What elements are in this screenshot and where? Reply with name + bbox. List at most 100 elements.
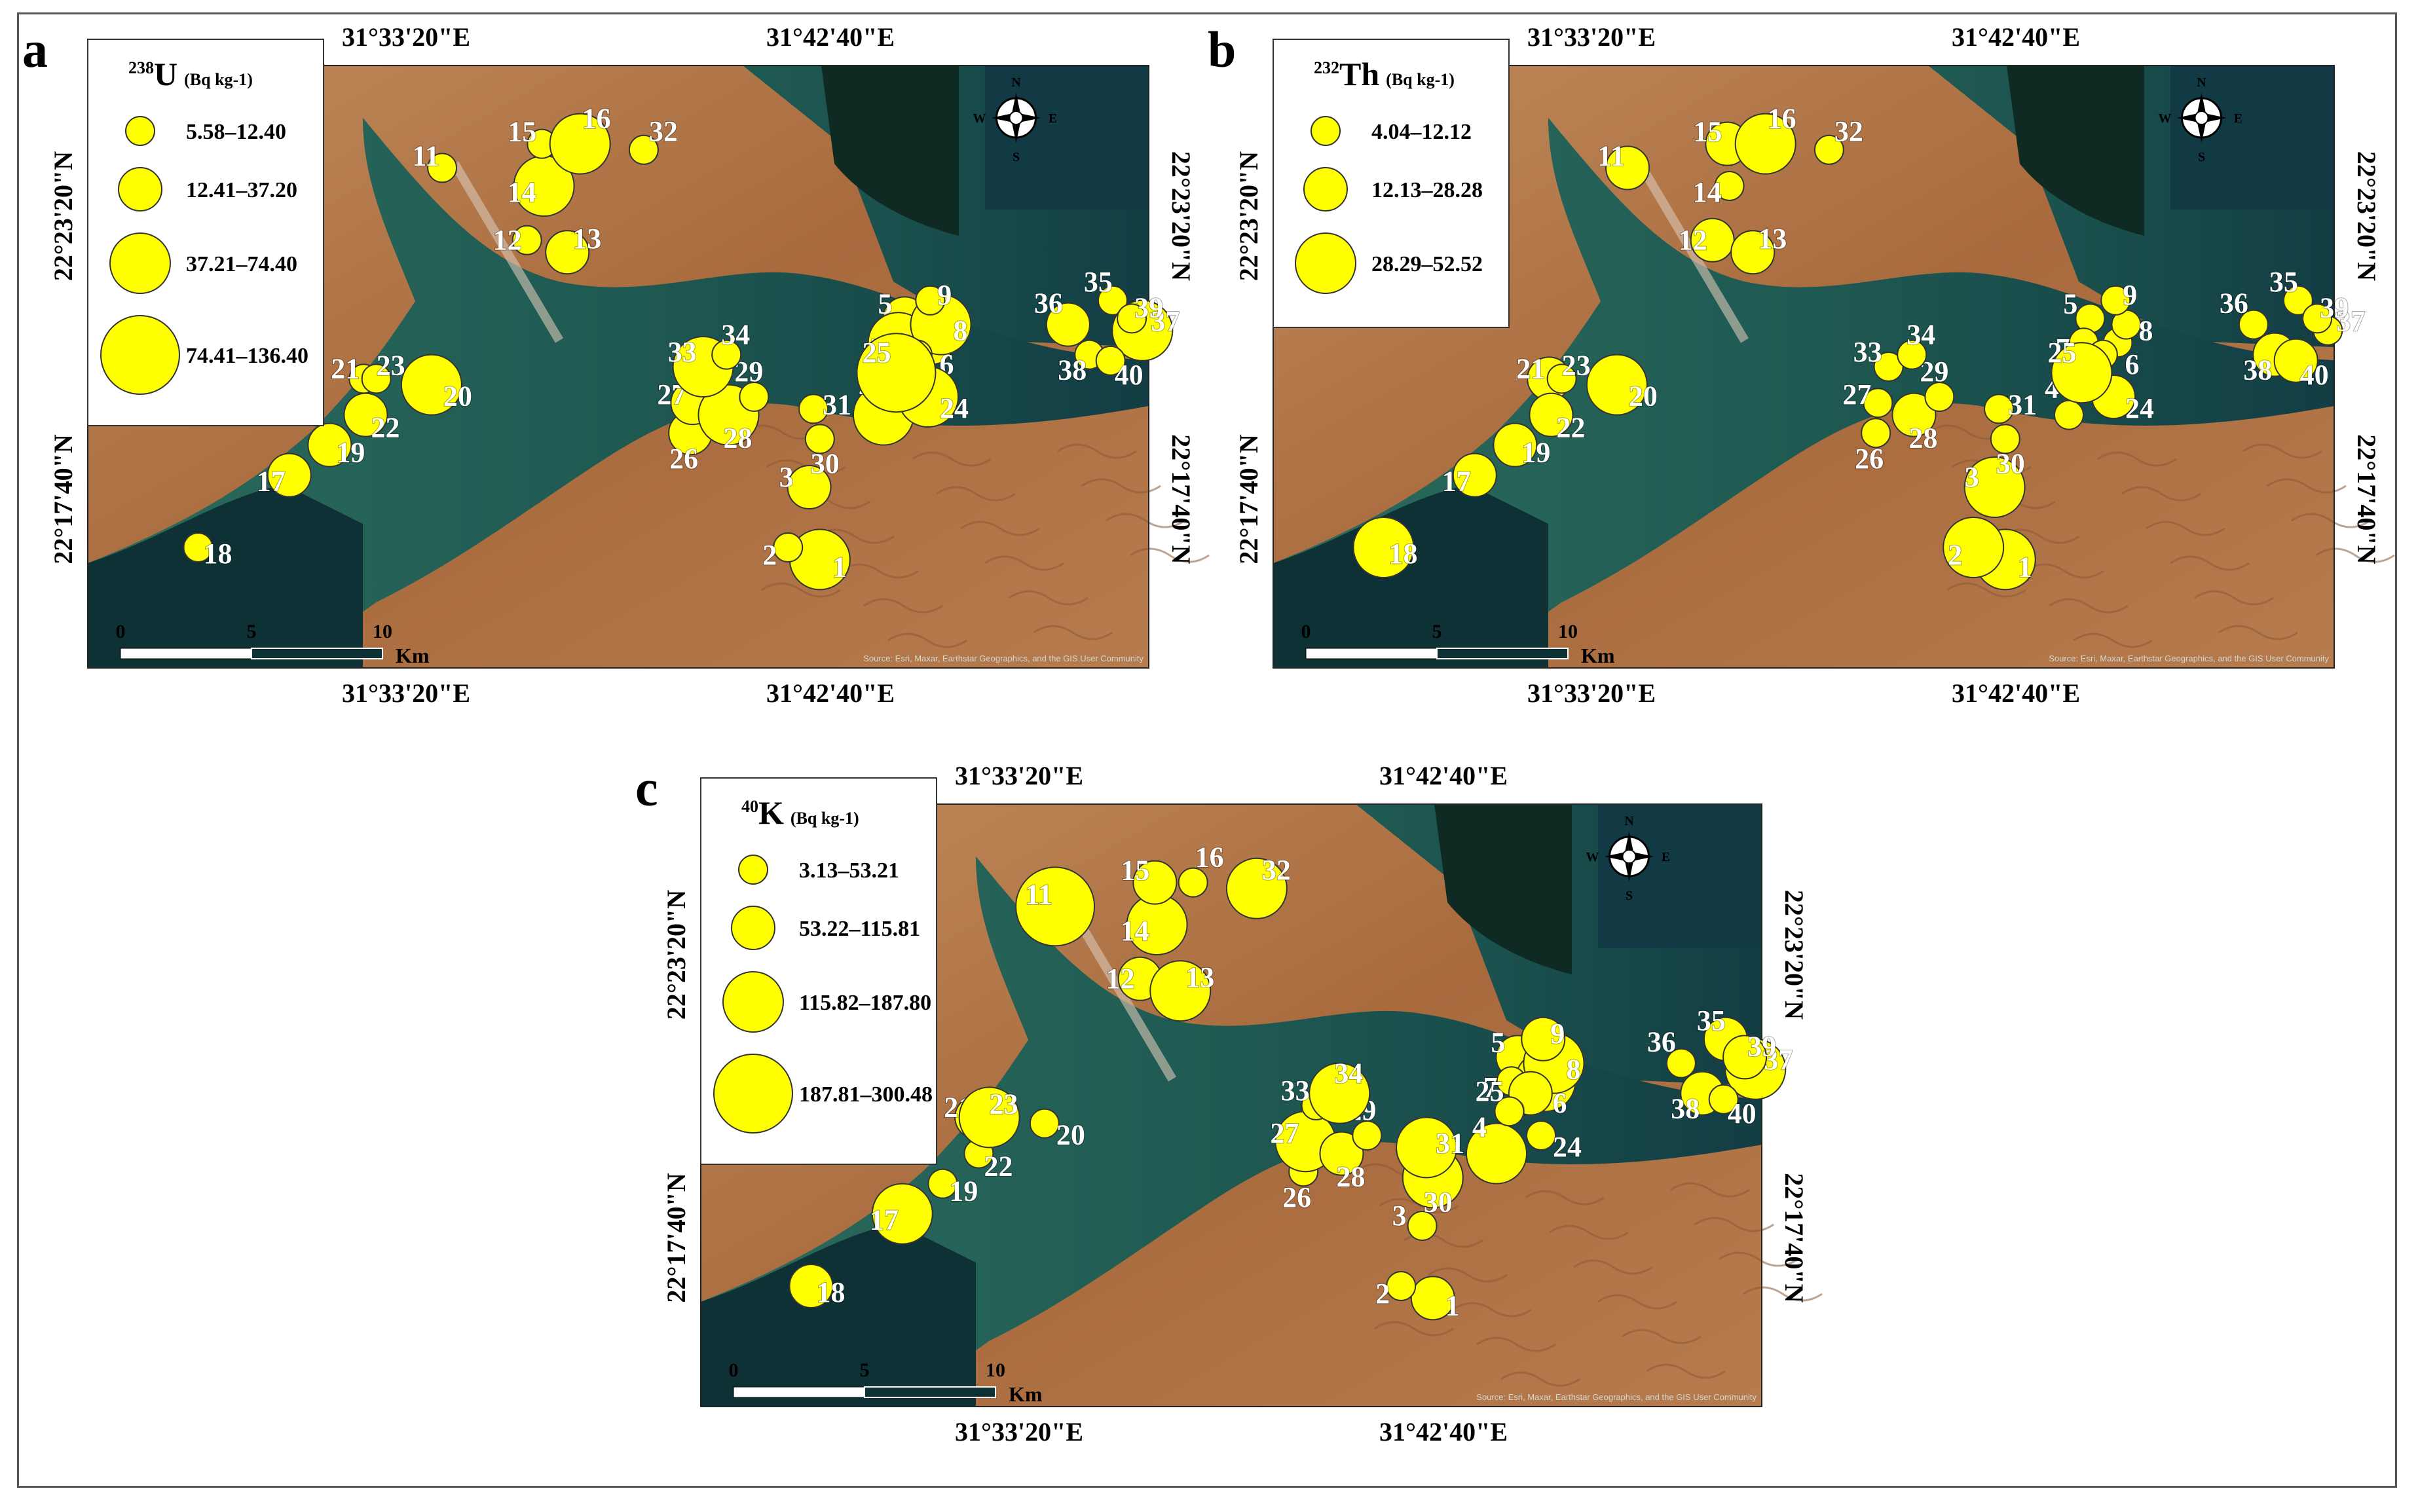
sample-point-22[interactable]: [1529, 392, 1574, 437]
sample-point-2[interactable]: [773, 532, 804, 562]
sample-label-18: 18: [1388, 538, 1417, 570]
sample-point-17[interactable]: [267, 452, 312, 498]
sample-point-18[interactable]: [183, 532, 214, 562]
nuclide-unit: (Bq kg-1): [790, 809, 859, 828]
sample-point-39[interactable]: [1117, 303, 1147, 334]
nuclide-symbol: Th: [1339, 56, 1379, 92]
sample-point-3[interactable]: [787, 465, 832, 509]
sample-point-23[interactable]: [958, 1086, 1020, 1149]
sample-point-3[interactable]: [1407, 1211, 1438, 1241]
sample-point-25[interactable]: [1494, 1096, 1525, 1127]
sample-point-26[interactable]: [1861, 418, 1891, 449]
sample-point-24[interactable]: [1526, 1120, 1557, 1151]
sample-label-11: 11: [1025, 878, 1052, 910]
lon-label-bottom-right: 31°42'40"E: [766, 678, 895, 708]
sample-point-20[interactable]: [1586, 354, 1648, 416]
sample-point-39[interactable]: [2302, 303, 2333, 334]
sample-point-3[interactable]: [1963, 456, 2026, 518]
lat-label-left-1: 22°23'20"N: [1234, 151, 1263, 281]
sample-point-28[interactable]: [1319, 1131, 1364, 1176]
sample-point-32[interactable]: [1814, 134, 1844, 165]
sample-point-13[interactable]: [545, 230, 590, 275]
sample-point-19[interactable]: [927, 1168, 958, 1199]
terrain-texture: [1428, 1267, 1508, 1283]
sample-point-35[interactable]: [1097, 285, 1128, 316]
sample-point-29[interactable]: [1352, 1120, 1383, 1151]
terrain-texture: [984, 555, 1064, 571]
sample-point-16[interactable]: [1734, 113, 1796, 175]
panel-letter-a: a: [22, 21, 48, 78]
sample-point-25[interactable]: [856, 333, 937, 413]
legend-class-2: 53.22–115.81: [799, 917, 920, 941]
sample-point-20[interactable]: [1029, 1108, 1060, 1139]
sample-label-19: 19: [949, 1175, 978, 1208]
sample-point-4[interactable]: [2054, 399, 2084, 430]
sample-point-28[interactable]: [1891, 392, 1937, 437]
sample-point-32[interactable]: [1225, 857, 1288, 919]
sample-point-9[interactable]: [2100, 285, 2131, 316]
sample-point-9[interactable]: [915, 285, 946, 316]
sample-point-2[interactable]: [1943, 517, 2005, 578]
terrain-texture: [1379, 1198, 1459, 1213]
sample-label-1: 1: [832, 551, 847, 583]
sample-point-27[interactable]: [1863, 388, 1893, 418]
sample-point-15[interactable]: [1132, 860, 1178, 905]
sample-point-13[interactable]: [1730, 230, 1776, 275]
sample-label-26: 26: [669, 443, 698, 475]
sample-point-18[interactable]: [1352, 517, 1415, 578]
sample-point-35[interactable]: [2282, 285, 2313, 316]
sample-point-12[interactable]: [512, 225, 542, 255]
sample-point-25[interactable]: [2051, 342, 2113, 404]
sample-point-23[interactable]: [361, 363, 392, 394]
panel-letter-b: b: [1208, 21, 1236, 78]
sample-point-9[interactable]: [1521, 1016, 1566, 1061]
sample-point-4[interactable]: [1466, 1122, 1527, 1185]
sample-point-20[interactable]: [400, 354, 462, 416]
sample-point-30[interactable]: [1990, 424, 2020, 454]
compass-s: S: [1626, 889, 1633, 903]
sample-point-1[interactable]: [1410, 1276, 1455, 1321]
sample-point-2[interactable]: [1386, 1271, 1417, 1301]
sample-point-34[interactable]: [1309, 1062, 1371, 1124]
sample-point-22[interactable]: [343, 392, 388, 437]
legend-symbol-3: [109, 232, 171, 294]
sample-label-34: 34: [1334, 1058, 1363, 1090]
sample-point-29[interactable]: [739, 382, 770, 412]
sample-point-18[interactable]: [789, 1264, 834, 1308]
sample-point-19[interactable]: [1493, 422, 1538, 468]
sample-point-36[interactable]: [1045, 302, 1090, 347]
sample-point-40[interactable]: [1708, 1084, 1739, 1115]
nuclide-symbol: U: [154, 56, 177, 92]
legend-a: 238U (Bq kg-1) 5.58–12.40 12.41–37.20 37.21–…: [87, 39, 324, 426]
sample-point-14[interactable]: [1714, 171, 1745, 201]
sample-point-13[interactable]: [1149, 960, 1212, 1022]
sample-point-40[interactable]: [2273, 338, 2318, 383]
sample-point-34[interactable]: [711, 339, 742, 370]
sample-point-31[interactable]: [1984, 394, 2015, 424]
sample-point-39[interactable]: [1722, 1035, 1768, 1080]
sample-label-30: 30: [811, 447, 840, 479]
sample-point-31[interactable]: [1396, 1116, 1458, 1179]
sample-point-17[interactable]: [1452, 452, 1497, 498]
sample-point-17[interactable]: [871, 1183, 933, 1245]
sample-point-11[interactable]: [1605, 145, 1650, 191]
sample-label-12: 12: [1679, 224, 1707, 256]
sample-point-36[interactable]: [2238, 309, 2269, 340]
sample-label-40: 40: [1115, 359, 1144, 391]
sample-point-11[interactable]: [1015, 866, 1096, 947]
sample-point-34[interactable]: [1897, 339, 1927, 370]
compass-e: E: [1662, 850, 1670, 864]
sample-point-16[interactable]: [549, 113, 611, 175]
terrain-texture: [2242, 443, 2322, 459]
sample-point-31[interactable]: [798, 394, 829, 424]
sample-point-32[interactable]: [628, 134, 659, 165]
sample-point-40[interactable]: [1095, 345, 1126, 376]
sample-point-19[interactable]: [307, 422, 352, 468]
sample-point-36[interactable]: [1665, 1048, 1696, 1079]
sample-point-11[interactable]: [427, 153, 458, 183]
sample-point-23[interactable]: [1546, 363, 1577, 394]
sample-point-16[interactable]: [1178, 867, 1208, 898]
sample-point-30[interactable]: [804, 424, 835, 454]
sample-point-29[interactable]: [1924, 382, 1955, 412]
